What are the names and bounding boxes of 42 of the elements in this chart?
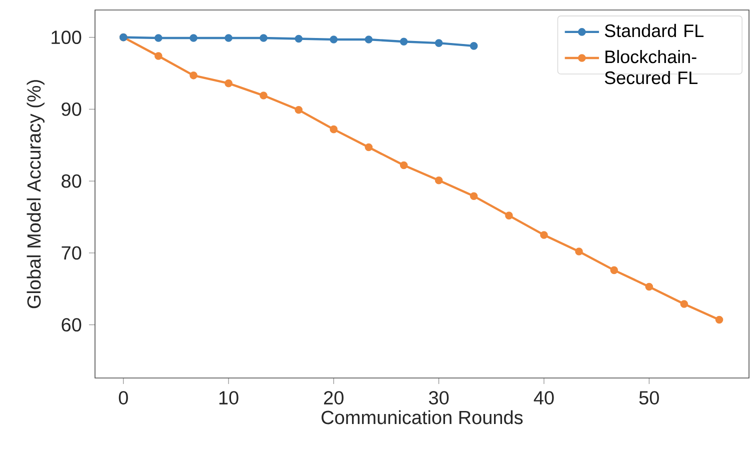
point — [470, 42, 478, 50]
y-tick-label: 100 — [52, 30, 82, 44]
point — [400, 161, 408, 170]
y-tick-label: 80 — [62, 174, 82, 188]
point — [715, 316, 724, 324]
x-tick-label: 10 — [219, 391, 238, 405]
x-tick-label: 30 — [428, 391, 449, 405]
y-axis-title: Global Model Accuracy (%) — [26, 80, 45, 308]
x-tick-label: 0 — [118, 391, 128, 405]
point — [540, 231, 548, 239]
point — [224, 34, 232, 42]
x-tick-label: 50 — [639, 391, 659, 405]
point — [260, 34, 268, 42]
point — [190, 34, 198, 42]
y-tick-label: 90 — [62, 102, 82, 116]
point — [364, 143, 373, 152]
point — [505, 212, 513, 220]
point — [400, 38, 408, 46]
point — [610, 266, 618, 274]
legend-label: Blockchain-Secured FL — [604, 50, 698, 84]
point — [190, 72, 198, 80]
point — [434, 39, 443, 47]
point — [260, 92, 268, 100]
point — [575, 248, 583, 256]
point — [434, 176, 443, 184]
x-tick-label: 40 — [534, 391, 554, 405]
point — [470, 192, 478, 200]
point — [645, 282, 654, 291]
x-axis-title: Communication Rounds — [322, 410, 523, 424]
y-tick-label: 60 — [62, 318, 82, 332]
point — [330, 125, 338, 134]
x-tick-label: 20 — [324, 391, 344, 405]
point — [680, 300, 688, 308]
legend-label: Standard FL — [604, 24, 704, 38]
y-tick-label: 70 — [62, 246, 82, 260]
point — [154, 34, 162, 42]
point — [294, 34, 303, 43]
point — [294, 106, 303, 114]
point — [330, 36, 338, 44]
point — [364, 36, 373, 44]
point — [154, 52, 162, 60]
point — [224, 79, 232, 88]
